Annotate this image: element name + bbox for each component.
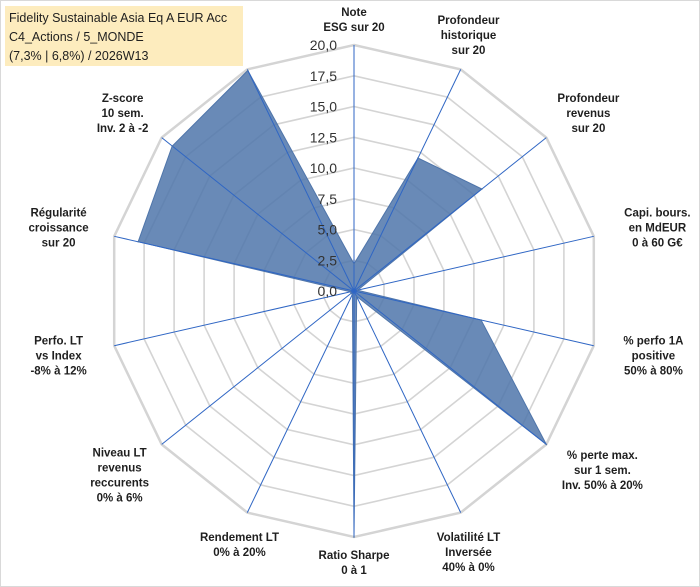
axis-label-line: Niveau LT: [93, 447, 147, 459]
axis-label-line: vs Index: [36, 350, 83, 362]
axis-label-line: reccurents: [90, 477, 149, 489]
fund-title-box: Fidelity Sustainable Asia Eq A EUR Acc C…: [5, 6, 243, 66]
tick-label: 12,5: [310, 129, 337, 145]
axis-spoke: [353, 290, 462, 513]
fund-category: C4_Actions / 5_MONDE: [9, 30, 144, 44]
tick-label: 10,0: [310, 160, 337, 176]
axis-label-line: Régularité: [30, 208, 86, 220]
axis-label-line: croissance: [29, 223, 89, 235]
axis-label: Profondeur historique sur 20: [438, 15, 500, 57]
axis-label-line: Capi. bours.: [624, 208, 690, 220]
axis-label: Capi. bours. en MdEUR 0 à 60 G€: [624, 208, 690, 250]
axis-spoke: [353, 69, 462, 292]
axis-label-line: % perte max.: [567, 450, 638, 462]
axis-label-line: 0 à 1: [341, 565, 367, 577]
axis-label: % perfo 1A positive 50% à 80%: [623, 335, 683, 377]
fund-name: Fidelity Sustainable Asia Eq A EUR Acc: [9, 11, 228, 25]
axis-label-line: Z-score: [102, 93, 144, 105]
fund-stats-period: (7,3% | 6,8%) / 2026W13: [9, 49, 149, 63]
data-point: [356, 289, 359, 292]
axis-label-line: 10 sem.: [101, 108, 143, 120]
axis-label-line: 0% à 20%: [213, 547, 265, 559]
tick-label: 15,0: [310, 99, 337, 115]
axis-label: Note ESG sur 20: [323, 7, 384, 34]
tick-label: 2,5: [318, 252, 338, 268]
axis-label-line: sur 20: [42, 238, 76, 250]
axis-label: Profondeur revenus sur 20: [557, 93, 619, 135]
axis-label: Régularité croissance sur 20: [29, 208, 89, 250]
axis-spoke: [353, 137, 547, 292]
data-point: [481, 188, 483, 190]
axis-label-line: 50% à 80%: [624, 365, 683, 377]
axis-label-line: Profondeur: [557, 93, 619, 105]
axis-label-line: Profondeur: [438, 15, 500, 27]
axis-label-line: % perfo 1A: [623, 335, 683, 347]
data-point: [480, 319, 482, 321]
axis-label-line: Rendement LT: [200, 532, 279, 544]
axis-spoke: [161, 137, 355, 292]
axis-label: Z-score 10 sem. Inv. 2 à -2: [97, 93, 149, 135]
axis-label-line: revenus: [98, 462, 142, 474]
axis-spoke: [353, 235, 594, 292]
axis-label: % perte max. sur 1 sem. Inv. 50% à 20%: [562, 450, 643, 492]
data-point: [353, 263, 355, 265]
axis-label-line: Note: [341, 7, 367, 19]
axis-label-line: 40% à 0%: [442, 562, 494, 574]
data-point: [247, 69, 249, 72]
axis-label-line: Inversée: [445, 547, 492, 559]
axis-label: Niveau LT revenus reccurents 0% à 6%: [90, 447, 149, 504]
axis-spoke: [246, 69, 355, 292]
axis-label-line: sur 20: [452, 45, 486, 57]
data-point: [171, 145, 173, 147]
axis-label-line: positive: [632, 350, 675, 362]
axis-label-line: sur 20: [571, 123, 605, 135]
axis-label-line: Inv. 2 à -2: [97, 123, 149, 135]
axis-label: Perfo. LT vs Index -8% à 12%: [30, 335, 86, 377]
axis-label-line: sur 1 sem.: [574, 465, 631, 477]
axis-spoke: [353, 290, 594, 347]
data-point: [545, 443, 548, 446]
axis-label-line: Volatilité LT: [437, 532, 500, 544]
axis-label-line: ESG sur 20: [323, 22, 384, 34]
data-point: [349, 291, 352, 293]
tick-label: 0,0: [318, 283, 338, 299]
axis-spoke: [353, 290, 547, 445]
data-point: [417, 157, 419, 159]
axis-label: Rendement LT 0% à 20%: [200, 532, 279, 559]
axis-label: Ratio Sharpe 0 à 1: [319, 550, 390, 577]
axis-spoke: [114, 235, 355, 292]
tick-label: 20,0: [310, 37, 337, 53]
tick-label: 17,5: [310, 68, 337, 84]
axis-label-line: historique: [441, 30, 497, 42]
axis-label-line: 0 à 60 G€: [632, 238, 683, 250]
axis-label-line: 0% à 6%: [97, 492, 143, 504]
axis-label: Volatilité LT Inversée 40% à 0%: [437, 532, 500, 574]
axis-label-line: Inv. 50% à 20%: [562, 480, 643, 492]
data-point: [355, 295, 358, 298]
axis-label-line: Ratio Sharpe: [319, 550, 390, 562]
tick-label: 5,0: [318, 222, 338, 238]
axis-label-line: -8% à 12%: [30, 365, 86, 377]
axis-label-line: Perfo. LT: [34, 335, 83, 347]
data-point: [350, 292, 352, 295]
axis-label-line: revenus: [566, 108, 610, 120]
data-point: [137, 240, 139, 243]
axis-spoke: [114, 290, 355, 347]
axis-label-line: en MdEUR: [629, 223, 687, 235]
data-point: [353, 536, 355, 538]
data-point: [351, 293, 354, 296]
axis-spoke: [246, 290, 355, 513]
tick-label: 7,5: [318, 191, 338, 207]
axis-spoke: [161, 290, 355, 445]
